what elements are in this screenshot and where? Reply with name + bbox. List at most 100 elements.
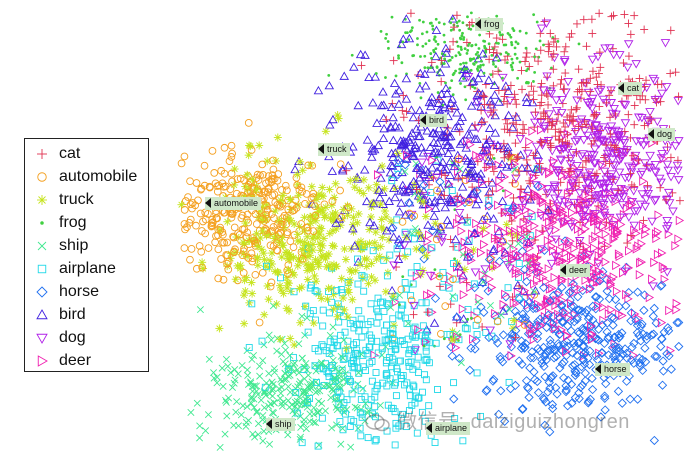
point-airplane bbox=[367, 300, 375, 308]
point-truck bbox=[307, 182, 316, 191]
point-cat bbox=[565, 167, 574, 176]
point-airplane bbox=[342, 410, 350, 418]
point-ship bbox=[279, 398, 288, 406]
point-deer bbox=[427, 289, 436, 299]
point-truck bbox=[344, 278, 353, 287]
point-frog bbox=[516, 76, 519, 80]
point-ship bbox=[310, 404, 318, 412]
point-dog bbox=[623, 40, 634, 49]
point-deer bbox=[477, 247, 486, 258]
point-cat bbox=[597, 80, 606, 89]
point-ship bbox=[448, 159, 456, 167]
point-ship bbox=[303, 314, 311, 322]
point-frog bbox=[420, 32, 424, 36]
point-horse bbox=[656, 281, 666, 291]
point-automobile bbox=[277, 223, 285, 231]
point-bird bbox=[484, 135, 495, 145]
point-airplane bbox=[355, 327, 363, 335]
point-deer bbox=[641, 229, 650, 239]
point-deer bbox=[636, 258, 645, 268]
point-horse bbox=[648, 311, 658, 321]
point-horse bbox=[658, 366, 669, 376]
point-horse bbox=[559, 357, 569, 367]
point-truck bbox=[300, 213, 309, 222]
point-deer bbox=[451, 342, 461, 353]
point-airplane bbox=[421, 371, 428, 379]
point-bird bbox=[415, 84, 425, 93]
point-bird bbox=[418, 148, 429, 157]
point-automobile bbox=[297, 183, 306, 192]
point-airplane bbox=[366, 359, 374, 367]
point-deer bbox=[539, 273, 548, 283]
point-deer bbox=[594, 225, 603, 236]
point-automobile bbox=[228, 177, 236, 186]
point-deer bbox=[582, 241, 591, 252]
point-frog bbox=[442, 337, 446, 341]
cluster-label-airplane: airplane bbox=[426, 422, 471, 435]
point-truck bbox=[303, 275, 312, 284]
point-truck bbox=[356, 237, 365, 246]
point-deer bbox=[585, 284, 595, 294]
point-frog bbox=[494, 65, 498, 69]
point-cat bbox=[640, 121, 649, 130]
point-dog bbox=[582, 212, 593, 222]
point-deer bbox=[519, 218, 528, 228]
point-automobile bbox=[255, 318, 264, 327]
point-cat bbox=[484, 191, 493, 200]
legend-marker-cat bbox=[37, 148, 47, 159]
point-deer bbox=[635, 269, 645, 280]
point-horse bbox=[597, 320, 607, 330]
point-horse bbox=[508, 203, 518, 213]
point-airplane bbox=[364, 321, 372, 329]
point-airplane bbox=[314, 442, 322, 450]
point-truck bbox=[315, 240, 324, 249]
point-ship bbox=[321, 407, 329, 415]
point-truck bbox=[245, 298, 254, 307]
point-automobile bbox=[304, 161, 313, 170]
point-ship bbox=[294, 383, 302, 391]
point-horse bbox=[633, 394, 643, 404]
point-automobile bbox=[191, 201, 200, 210]
point-dog bbox=[572, 162, 582, 171]
point-cat bbox=[567, 105, 576, 114]
point-automobile bbox=[304, 226, 312, 235]
point-bird bbox=[489, 90, 500, 99]
point-automobile bbox=[227, 213, 236, 222]
point-cat bbox=[634, 156, 643, 165]
point-frog bbox=[465, 51, 469, 55]
point-airplane bbox=[421, 356, 429, 364]
point-truck bbox=[259, 249, 268, 258]
point-deer bbox=[658, 248, 667, 258]
point-ship bbox=[333, 421, 341, 429]
point-dog bbox=[582, 186, 593, 195]
point-dog bbox=[609, 195, 619, 204]
point-horse bbox=[578, 285, 588, 296]
point-cat bbox=[510, 90, 519, 99]
point-bird bbox=[415, 68, 426, 78]
point-cat bbox=[452, 11, 461, 20]
point-dog bbox=[541, 19, 552, 28]
point-frog bbox=[479, 64, 483, 67]
point-cat bbox=[409, 310, 418, 319]
point-frog bbox=[506, 52, 510, 56]
point-frog bbox=[537, 55, 541, 59]
point-ship bbox=[281, 370, 289, 378]
point-airplane bbox=[395, 311, 403, 319]
point-automobile bbox=[212, 209, 220, 218]
point-horse bbox=[629, 358, 639, 368]
point-automobile bbox=[186, 200, 195, 209]
point-bird bbox=[395, 186, 406, 195]
point-horse bbox=[471, 335, 481, 346]
point-horse bbox=[514, 356, 524, 366]
point-deer bbox=[562, 346, 571, 357]
point-ship bbox=[302, 425, 310, 433]
point-airplane bbox=[333, 342, 341, 350]
point-cat bbox=[555, 127, 564, 136]
point-ship bbox=[331, 374, 339, 382]
point-bird bbox=[441, 48, 452, 57]
point-frog bbox=[532, 80, 535, 83]
point-ship bbox=[267, 336, 275, 344]
point-airplane bbox=[388, 177, 396, 185]
point-frog bbox=[532, 13, 536, 17]
point-horse bbox=[631, 315, 641, 326]
